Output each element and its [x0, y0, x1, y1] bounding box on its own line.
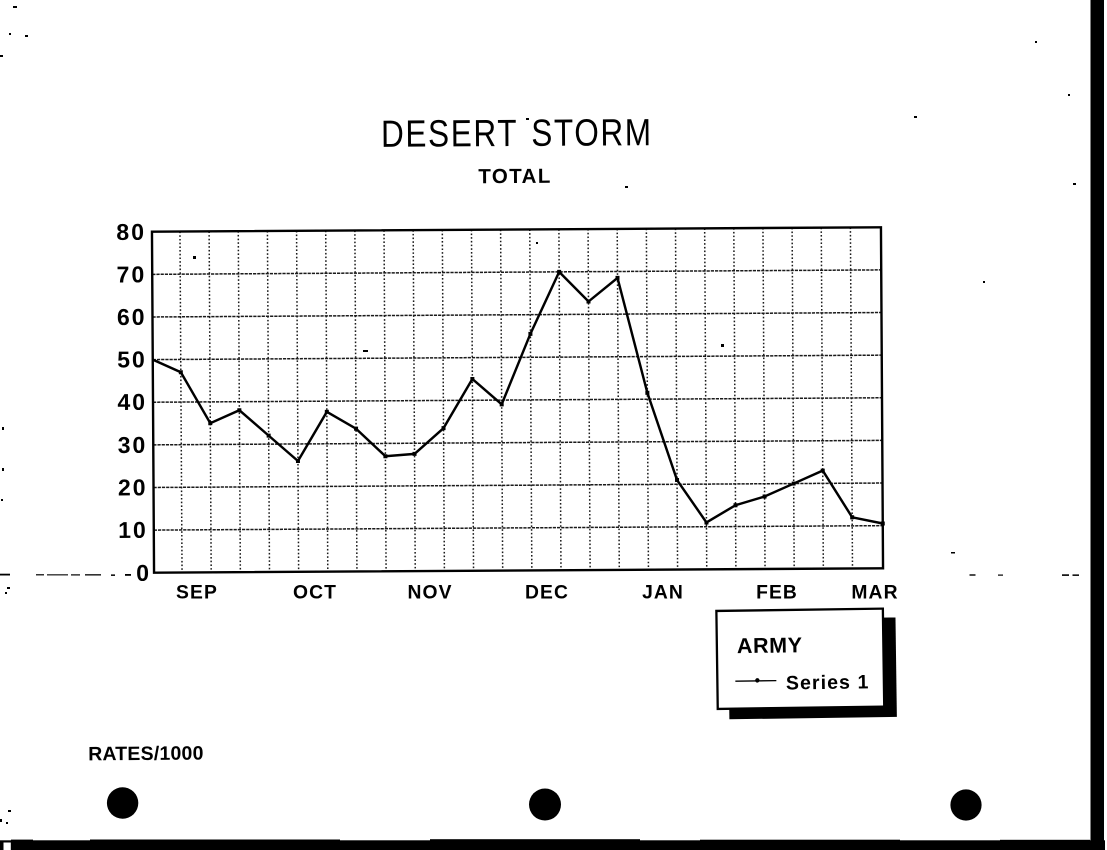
svg-text:Series 1: Series 1	[786, 671, 870, 694]
svg-text:DEC: DEC	[525, 583, 569, 604]
svg-text:MAR: MAR	[851, 583, 898, 604]
svg-text:FEB: FEB	[756, 583, 798, 604]
svg-text:ARMY: ARMY	[737, 633, 803, 658]
svg-text:30: 30	[118, 432, 148, 458]
svg-text:DESERT STORM: DESERT STORM	[381, 111, 653, 155]
svg-text:80: 80	[116, 219, 146, 245]
svg-text:NOV: NOV	[407, 583, 452, 604]
svg-text:JAN: JAN	[642, 583, 684, 604]
svg-text:TOTAL: TOTAL	[478, 165, 552, 188]
svg-text:40: 40	[117, 389, 147, 415]
svg-text:0: 0	[136, 560, 151, 586]
svg-text:RATES/1000: RATES/1000	[88, 743, 204, 766]
svg-text:70: 70	[117, 261, 147, 287]
svg-text:10: 10	[118, 517, 148, 543]
svg-text:50: 50	[117, 346, 147, 372]
svg-text:SEP: SEP	[176, 583, 218, 604]
svg-text:60: 60	[117, 304, 147, 330]
svg-text:OCT: OCT	[293, 583, 337, 604]
svg-text:20: 20	[118, 474, 148, 500]
